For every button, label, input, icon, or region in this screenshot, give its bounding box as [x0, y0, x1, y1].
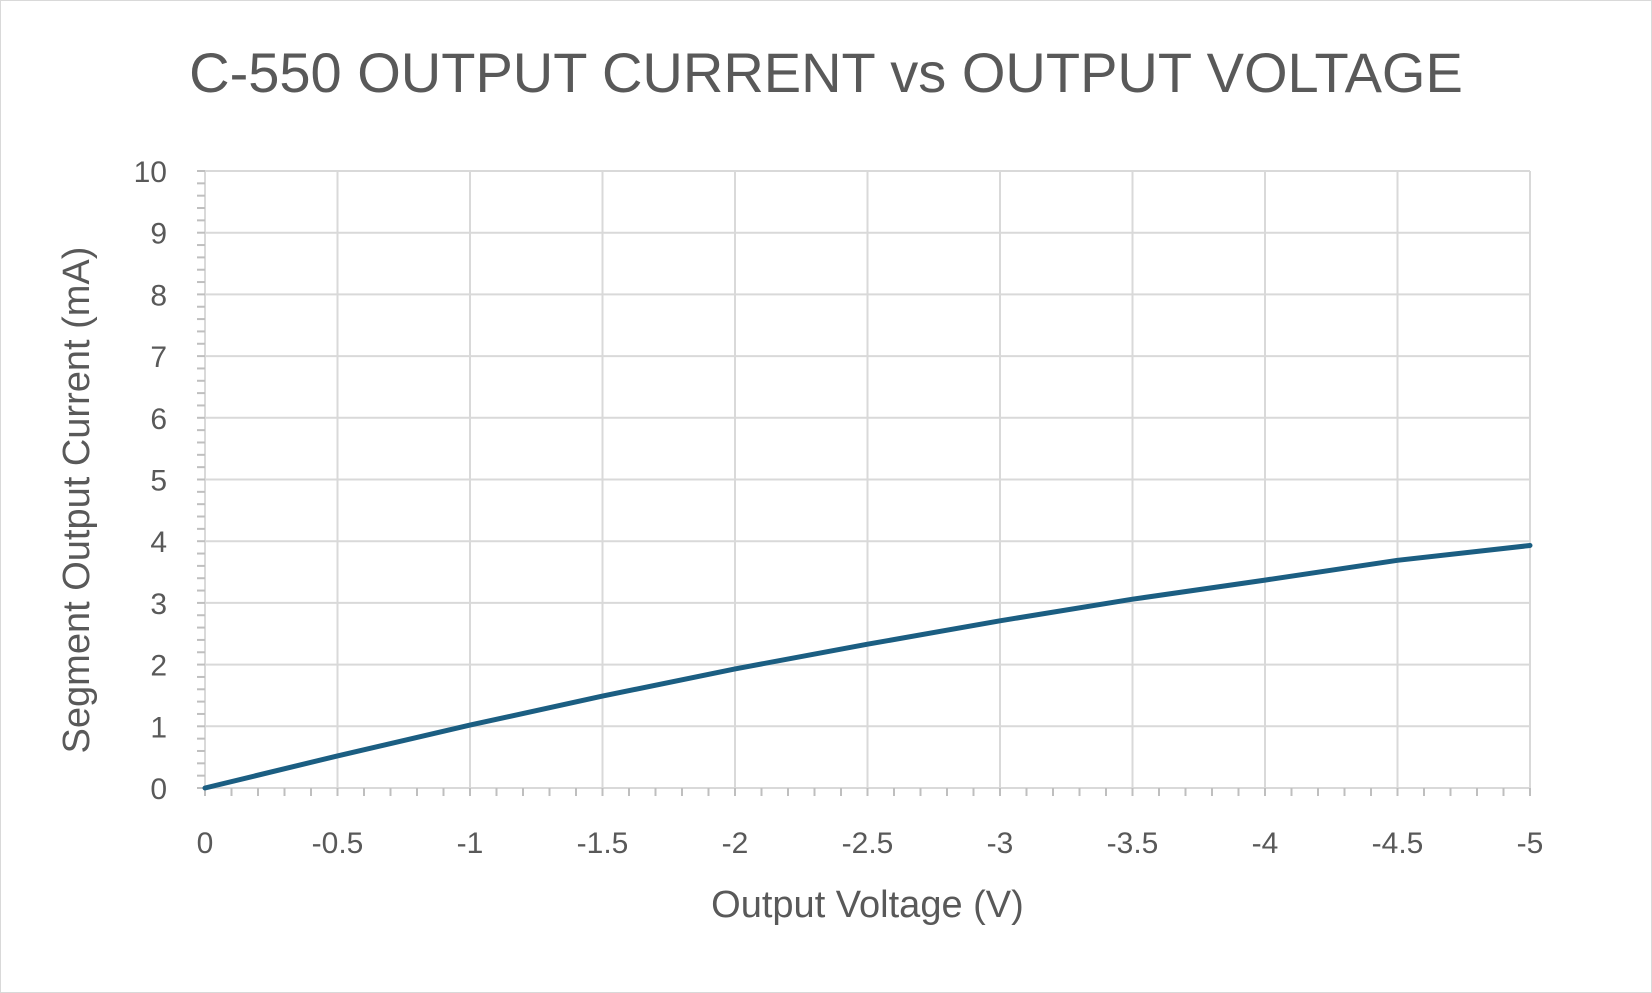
y-tick-label: 4 — [150, 526, 167, 559]
y-tick-label: 10 — [134, 156, 167, 189]
y-tick-label: 1 — [150, 711, 167, 744]
y-tick-label: 0 — [150, 773, 167, 806]
tick-labels: 0 1 2 3 4 5 6 7 8 9 10 0 -0.5 -1 -1.5 -2 -2.5 -3 -3.5 -4 -4.… — [134, 156, 1544, 860]
y-tick-label: 8 — [150, 279, 167, 312]
chart-title: C-550 OUTPUT CURRENT vs OUTPUT VOLTAGE — [189, 41, 1463, 104]
x-tick-label: -0.5 — [312, 827, 364, 860]
x-tick-label: -4 — [1252, 827, 1279, 860]
x-tick-label: -3.5 — [1107, 827, 1159, 860]
y-tick-label: 5 — [150, 465, 167, 498]
x-tick-label: -1.5 — [577, 827, 629, 860]
gridlines — [205, 170, 1531, 788]
axes — [197, 170, 1531, 796]
x-tick-label: -2.5 — [842, 827, 894, 860]
series-group — [202, 543, 1533, 791]
x-axis-title: Output Voltage (V) — [711, 884, 1024, 926]
y-tick-label: 2 — [150, 650, 167, 683]
y-tick-label: 7 — [150, 341, 167, 374]
y-tick-label: 6 — [150, 403, 167, 436]
x-tick-label: 0 — [197, 827, 214, 860]
x-tick-label: -1 — [457, 827, 484, 860]
x-tick-label: -4.5 — [1372, 827, 1424, 860]
x-tick-label: -2 — [722, 827, 749, 860]
y-tick-label: 9 — [150, 218, 167, 251]
x-tick-label: -5 — [1517, 827, 1544, 860]
x-tick-label: -3 — [987, 827, 1014, 860]
y-tick-label: 3 — [150, 588, 167, 621]
